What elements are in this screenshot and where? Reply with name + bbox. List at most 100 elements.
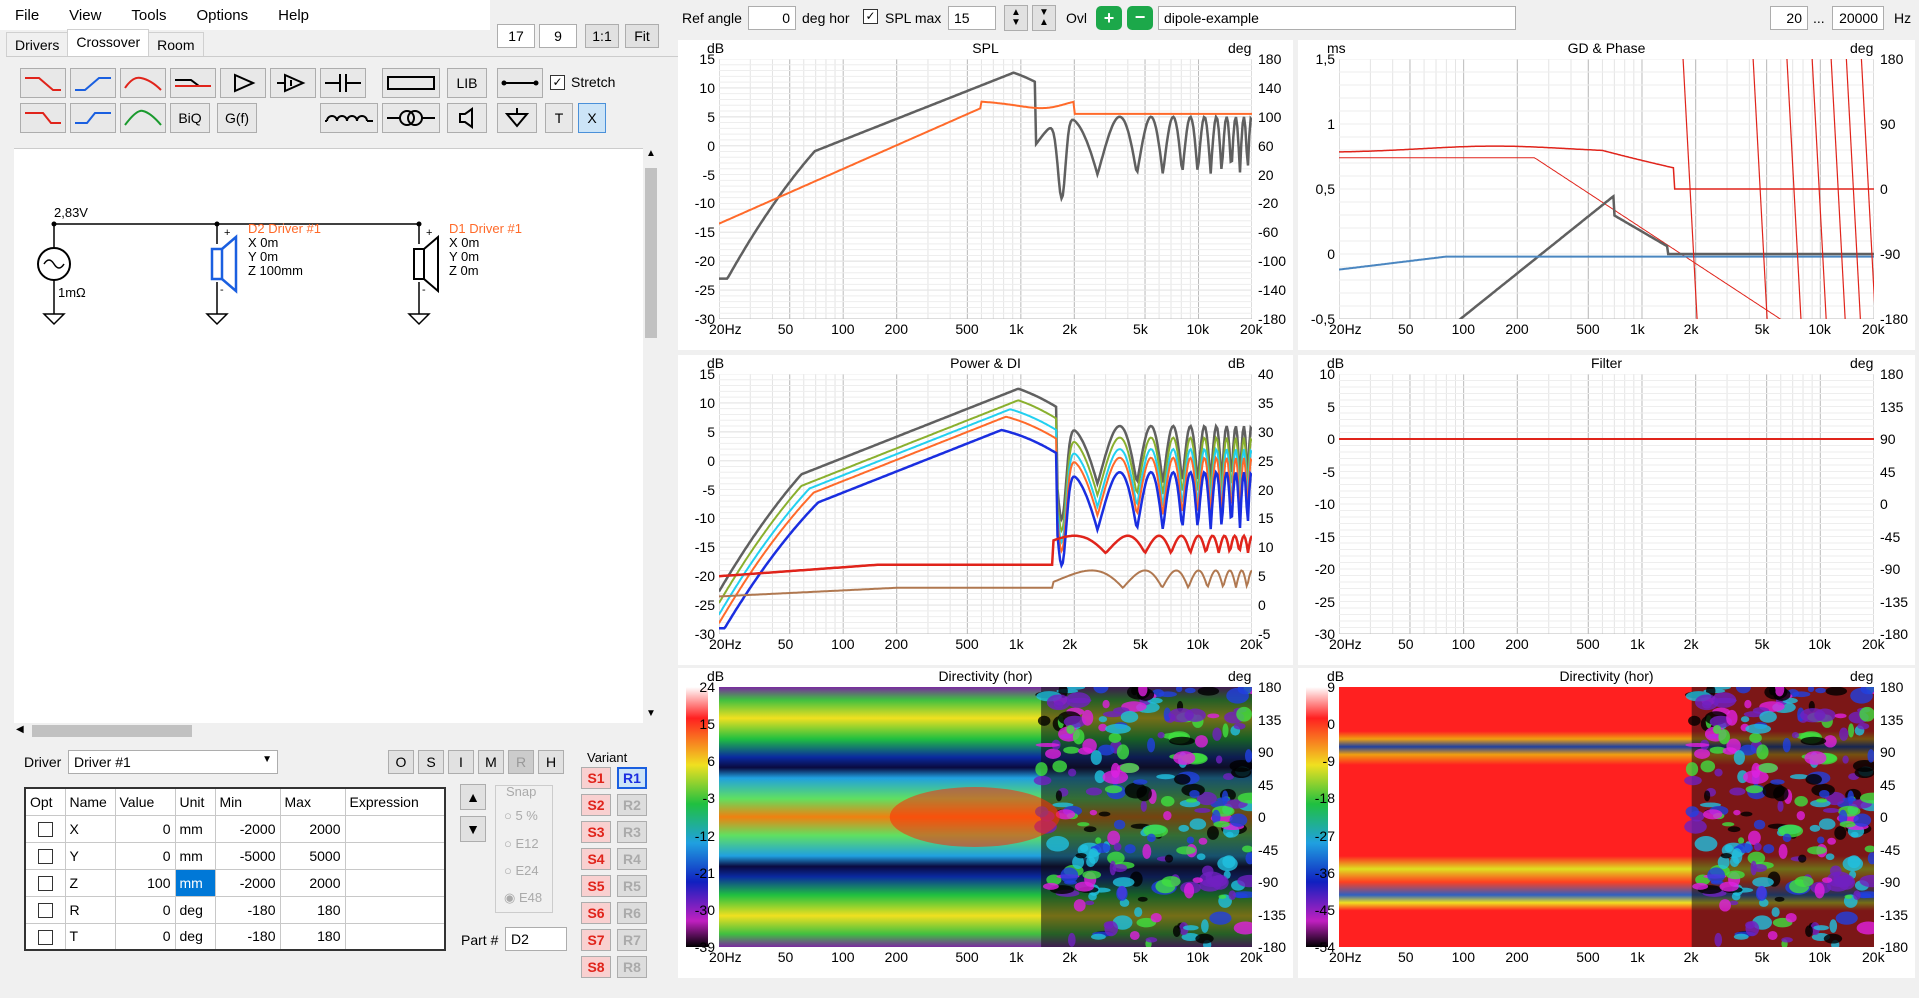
param-max[interactable]: 2000 bbox=[279, 868, 346, 897]
plot-area[interactable] bbox=[1339, 374, 1874, 634]
library-tool[interactable]: LIB bbox=[447, 68, 487, 98]
variant-r3-button[interactable]: R3 bbox=[617, 821, 647, 843]
variant-s1-button[interactable]: S1 bbox=[581, 767, 611, 789]
param-value[interactable]: 0 bbox=[114, 841, 176, 870]
vertical-scroll-thumb[interactable] bbox=[645, 168, 657, 338]
lowpass-red-tool[interactable] bbox=[20, 68, 66, 98]
highpass2-blue-tool[interactable] bbox=[70, 103, 116, 133]
tab-room[interactable]: Room bbox=[148, 32, 204, 56]
tab-drivers[interactable]: Drivers bbox=[6, 32, 69, 56]
schematic-canvas[interactable]: + - + - 2,83V 1mΩ D2 Driver #1 X 0m Y 0m Z… bbox=[14, 148, 644, 723]
mode-r-button[interactable]: R bbox=[508, 750, 534, 774]
horizontal-scroll-thumb[interactable] bbox=[32, 725, 192, 737]
variant-r2-button[interactable]: R2 bbox=[617, 794, 647, 816]
variant-r6-button[interactable]: R6 bbox=[617, 902, 647, 924]
bandpass-red-tool[interactable] bbox=[120, 68, 166, 98]
amplifier-tool[interactable] bbox=[220, 68, 266, 98]
menu-view[interactable]: View bbox=[69, 6, 102, 24]
variant-r4-button[interactable]: R4 bbox=[617, 848, 647, 870]
variant-s2-button[interactable]: S2 bbox=[581, 794, 611, 816]
table-row[interactable]: R 0 deg -180 180 bbox=[24, 895, 446, 924]
variant-s6-button[interactable]: S6 bbox=[581, 902, 611, 924]
opt-y-checkbox[interactable] bbox=[37, 848, 53, 864]
driver-select[interactable]: Driver #1 ▼ bbox=[68, 750, 278, 774]
variant-r5-button[interactable]: R5 bbox=[617, 875, 647, 897]
variant-s3-button[interactable]: S3 bbox=[581, 821, 611, 843]
freq-min-input[interactable]: 20 bbox=[1770, 6, 1808, 30]
bandpass-green-tool[interactable] bbox=[120, 103, 166, 133]
param-expression[interactable] bbox=[344, 814, 446, 843]
delay-amp-tool[interactable] bbox=[270, 68, 316, 98]
variant-s4-button[interactable]: S4 bbox=[581, 848, 611, 870]
mode-h-button[interactable]: H bbox=[538, 750, 564, 774]
zoom-a-field[interactable]: 17 bbox=[497, 24, 535, 48]
table-row[interactable]: X 0 mm -2000 2000 bbox=[24, 814, 446, 843]
menu-file[interactable]: File bbox=[15, 6, 40, 24]
table-row[interactable]: Z 100 mm -2000 2000 bbox=[24, 868, 446, 897]
param-min[interactable]: -2000 bbox=[214, 868, 281, 897]
opt-r-checkbox[interactable] bbox=[37, 902, 53, 918]
param-value[interactable]: 100 bbox=[114, 868, 176, 897]
param-min[interactable]: -180 bbox=[214, 895, 281, 924]
param-max[interactable]: 180 bbox=[279, 895, 346, 924]
variant-r1-button[interactable]: R1 bbox=[617, 767, 647, 789]
variant-r7-button[interactable]: R7 bbox=[617, 929, 647, 951]
ref-angle-input[interactable]: 0 bbox=[748, 6, 796, 30]
zoom-b-field[interactable]: 9 bbox=[539, 24, 577, 48]
param-unit-selected[interactable]: mm bbox=[174, 868, 216, 897]
table-row[interactable]: Y 0 mm -5000 5000 bbox=[24, 841, 446, 870]
table-row[interactable]: T 0 deg -180 180 bbox=[24, 922, 446, 951]
param-max[interactable]: 180 bbox=[279, 922, 346, 951]
mode-o-button[interactable]: O bbox=[388, 750, 414, 774]
variant-r8-button[interactable]: R8 bbox=[617, 956, 647, 978]
d2-driver-icon[interactable] bbox=[210, 234, 238, 294]
param-expression[interactable] bbox=[344, 895, 446, 924]
allpass-tool[interactable] bbox=[170, 68, 216, 98]
capacitor-tool[interactable] bbox=[320, 68, 366, 98]
plot-area[interactable] bbox=[719, 687, 1252, 947]
param-max[interactable]: 2000 bbox=[279, 814, 346, 843]
delete-tool[interactable]: X bbox=[578, 103, 606, 133]
transfer-function-tool[interactable]: G(f) bbox=[217, 103, 257, 133]
spl-max-checkbox[interactable]: ✓ bbox=[863, 9, 878, 24]
project-name-input[interactable]: dipole-example bbox=[1158, 6, 1516, 30]
param-value[interactable]: 0 bbox=[114, 922, 176, 951]
scroll-down-icon[interactable]: ▼ bbox=[646, 708, 656, 719]
opt-t-checkbox[interactable] bbox=[37, 929, 53, 945]
plot-area[interactable] bbox=[1339, 59, 1874, 319]
highpass-blue-tool[interactable] bbox=[70, 68, 116, 98]
spl-max-input[interactable]: 15 bbox=[948, 6, 996, 30]
param-value[interactable]: 0 bbox=[114, 895, 176, 924]
mode-s-button[interactable]: S bbox=[418, 750, 444, 774]
param-expression[interactable] bbox=[344, 868, 446, 897]
chart-panel-spl[interactable]: SPL dB deg 15 10 5 0 -5 -10 -15 -20 -25 -30 180 140 100… bbox=[678, 40, 1293, 350]
plot-area[interactable] bbox=[719, 59, 1252, 319]
menu-options[interactable]: Options bbox=[196, 6, 249, 24]
d1-driver-icon[interactable] bbox=[413, 234, 439, 294]
param-min[interactable]: -5000 bbox=[214, 841, 281, 870]
mode-m-button[interactable]: M bbox=[478, 750, 504, 774]
move-up-button[interactable]: ▲ bbox=[460, 784, 486, 810]
text-tool[interactable]: T bbox=[545, 103, 573, 133]
param-max[interactable]: 5000 bbox=[279, 841, 346, 870]
param-expression[interactable] bbox=[344, 922, 446, 951]
stretch-checkbox[interactable]: ✓ bbox=[550, 74, 565, 90]
inductor-tool[interactable] bbox=[320, 103, 378, 133]
add-overlay-button[interactable]: + bbox=[1096, 6, 1122, 30]
chart-panel-power[interactable]: Power & DI dB dB 15 10 5 0 -5 -10 -15 -20 -25 -30 40 3… bbox=[678, 355, 1293, 665]
part-number-input[interactable]: D2 bbox=[505, 927, 567, 951]
chart-panel-gd[interactable]: GD & Phase ms deg 1,5 1 0,5 0 -0,5 180 90 0 -90 -180… bbox=[1298, 40, 1915, 350]
opt-x-checkbox[interactable] bbox=[37, 821, 53, 837]
opt-z-checkbox[interactable] bbox=[37, 875, 53, 891]
canvas-vertical-scrollbar[interactable]: ▲ ▼ bbox=[643, 148, 659, 723]
snap-5pct-radio[interactable]: ○ 5 % bbox=[504, 808, 538, 823]
mode-i-button[interactable]: I bbox=[448, 750, 474, 774]
speaker-tool[interactable] bbox=[447, 103, 487, 133]
fit-button[interactable]: Fit bbox=[625, 24, 659, 48]
scroll-up-icon[interactable]: ▲ bbox=[646, 148, 656, 159]
snap-e12-radio[interactable]: ○ E12 bbox=[504, 836, 539, 851]
freq-max-input[interactable]: 20000 bbox=[1832, 6, 1884, 30]
tab-crossover[interactable]: Crossover bbox=[67, 29, 150, 56]
stretch-option[interactable]: ✓ Stretch bbox=[550, 74, 615, 90]
transformer-tool[interactable] bbox=[382, 103, 440, 133]
